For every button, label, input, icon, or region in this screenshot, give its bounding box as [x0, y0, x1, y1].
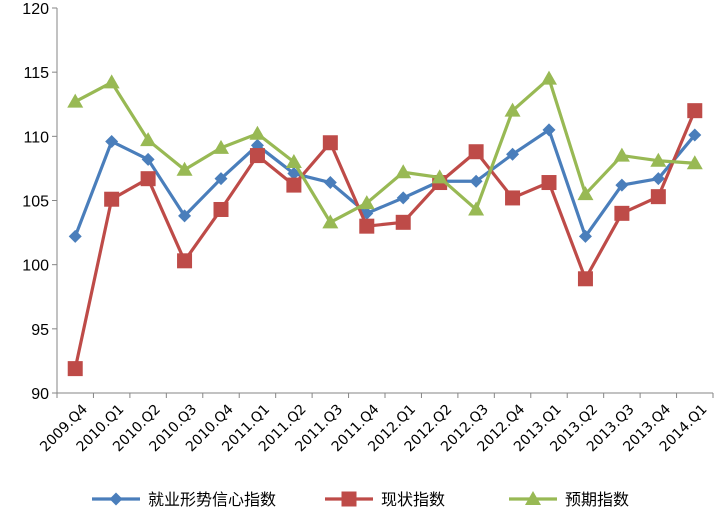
data-point	[468, 144, 484, 160]
series-2	[67, 103, 703, 377]
data-point	[505, 190, 521, 206]
y-tick-label: 90	[31, 386, 49, 403]
data-point	[322, 135, 338, 151]
data-point	[651, 172, 665, 186]
series-line	[73, 110, 697, 369]
data-point	[68, 229, 82, 243]
legend-label: 预期指数	[565, 490, 629, 509]
legend-label: 就业形势信心指数	[148, 490, 276, 509]
data-point	[285, 154, 302, 168]
data-point	[105, 134, 119, 148]
legend-marker	[341, 491, 357, 507]
series-layer	[67, 70, 703, 377]
legend-item-2: 现状指数	[325, 490, 445, 509]
data-point	[615, 178, 629, 192]
data-point	[541, 70, 557, 85]
legend-item-1: 就业形势信心指数	[92, 490, 276, 509]
data-point	[688, 128, 702, 142]
data-point	[687, 103, 703, 119]
data-point	[506, 147, 520, 161]
data-point	[650, 152, 667, 167]
y-tick-label: 110	[23, 129, 49, 146]
data-point	[396, 191, 410, 205]
legend-label: 现状指数	[381, 490, 445, 509]
data-point	[614, 205, 630, 221]
data-point	[214, 172, 228, 186]
data-point	[141, 152, 155, 166]
y-tick-label: 100	[22, 258, 49, 275]
data-point	[504, 102, 521, 117]
data-point	[431, 169, 448, 184]
data-point	[613, 147, 630, 162]
data-point	[140, 171, 156, 187]
data-point	[469, 174, 483, 188]
series-line	[73, 128, 697, 239]
data-point	[322, 214, 339, 229]
data-point	[178, 209, 192, 223]
data-point	[468, 201, 485, 216]
y-tick-label: 95	[31, 322, 49, 339]
data-point	[213, 201, 229, 217]
data-point	[140, 132, 157, 147]
series-3	[67, 70, 703, 229]
data-point	[359, 218, 375, 234]
data-point	[286, 177, 302, 193]
data-point	[542, 123, 556, 137]
data-point	[395, 164, 412, 179]
data-point	[358, 195, 375, 210]
data-point	[249, 125, 266, 140]
data-point	[67, 93, 84, 108]
legend-marker	[109, 492, 123, 506]
chart-legend: 就业形势信心指数 现状指数 预期指数	[92, 490, 629, 509]
data-point	[103, 74, 120, 89]
data-point	[650, 189, 666, 205]
data-point	[249, 148, 265, 164]
data-point	[395, 214, 411, 230]
legend-item-3: 预期指数	[509, 490, 629, 509]
series-line	[74, 76, 695, 224]
data-point	[176, 161, 193, 176]
data-point	[577, 186, 594, 201]
legend-marker	[525, 491, 541, 505]
data-point	[213, 139, 229, 154]
y-tick-label: 120	[22, 1, 49, 18]
series-1	[68, 123, 702, 243]
data-point	[323, 176, 337, 190]
y-tick-label: 115	[23, 65, 49, 82]
data-point	[541, 175, 557, 191]
data-point	[578, 229, 592, 243]
y-tick-label: 105	[22, 194, 49, 211]
data-point	[577, 271, 593, 287]
data-point	[686, 155, 703, 170]
data-point	[104, 191, 120, 207]
data-point	[67, 361, 83, 377]
data-point	[177, 253, 193, 269]
